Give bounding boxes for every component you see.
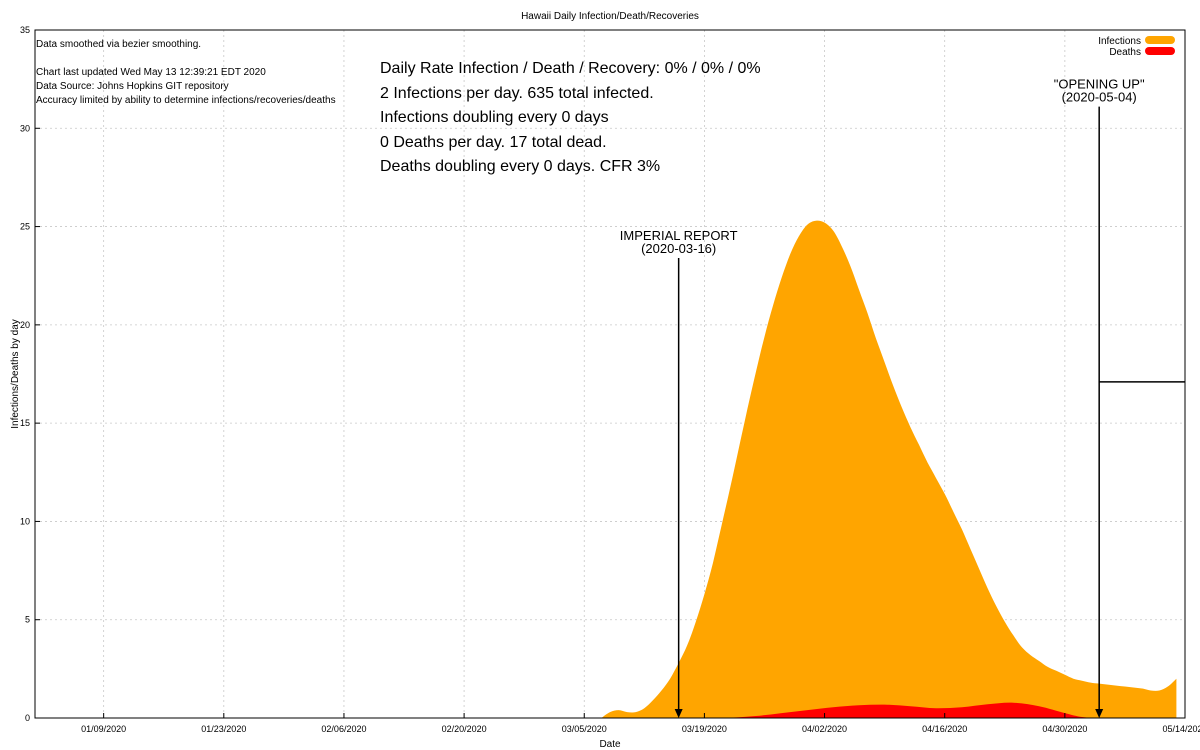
x-tick-label: 04/02/2020 bbox=[802, 724, 847, 734]
annotations: IMPERIAL REPORT(2020-03-16)"OPENING UP"(… bbox=[620, 77, 1185, 718]
annotation-arrow-head bbox=[674, 709, 683, 718]
info-infections-per-day: 2 Infections per day. 635 total infected… bbox=[380, 85, 654, 102]
note-source: Data Source: Johns Hopkins GIT repositor… bbox=[36, 81, 229, 92]
x-tick-label: 04/16/2020 bbox=[922, 724, 967, 734]
x-tick-label: 04/30/2020 bbox=[1042, 724, 1087, 734]
y-tick-label: 20 bbox=[20, 320, 30, 330]
y-tick-label: 35 bbox=[20, 25, 30, 35]
y-tick-label: 0 bbox=[25, 713, 30, 723]
y-tick-label: 15 bbox=[20, 418, 30, 428]
x-tick-label: 05/14/2020 bbox=[1162, 724, 1200, 734]
note-updated: Chart last updated Wed May 13 12:39:21 E… bbox=[36, 67, 266, 78]
area-deaths bbox=[704, 702, 1100, 718]
y-axis-label: Infections/Deaths by day bbox=[10, 319, 21, 429]
notes: Data smoothed via bezier smoothing. Char… bbox=[36, 39, 336, 106]
info-infections-doubling: Infections doubling every 0 days bbox=[380, 109, 609, 126]
x-tick-label: 03/19/2020 bbox=[682, 724, 727, 734]
info-daily-rate: Daily Rate Infection / Death / Recovery:… bbox=[380, 60, 761, 77]
x-axis-label: Date bbox=[599, 739, 621, 750]
x-tick-label: 01/09/2020 bbox=[81, 724, 126, 734]
annotation-label: IMPERIAL REPORT bbox=[620, 228, 738, 243]
legend: Infections Deaths bbox=[1098, 36, 1175, 58]
annotation-label: "OPENING UP" bbox=[1054, 77, 1145, 92]
note-smoothing: Data smoothed via bezier smoothing. bbox=[36, 39, 201, 50]
chart-title: Hawaii Daily Infection/Death/Recoveries bbox=[521, 11, 699, 22]
info-deaths-doubling: Deaths doubling every 0 days. CFR 3% bbox=[380, 158, 660, 175]
y-tick-label: 30 bbox=[20, 123, 30, 133]
plot-areas bbox=[601, 220, 1177, 719]
info-block: Daily Rate Infection / Death / Recovery:… bbox=[380, 60, 761, 175]
annotation-2: "OPENING UP"(2020-05-04) bbox=[1054, 77, 1185, 718]
x-tick-label: 01/23/2020 bbox=[201, 724, 246, 734]
plot-frame bbox=[34, 29, 1186, 719]
legend-label-infections: Infections bbox=[1098, 36, 1141, 47]
x-tick-label: 03/05/2020 bbox=[562, 724, 607, 734]
info-deaths-per-day: 0 Deaths per day. 17 total dead. bbox=[380, 134, 607, 151]
legend-label-deaths: Deaths bbox=[1109, 47, 1141, 58]
y-tick-label: 10 bbox=[20, 516, 30, 526]
axis-ticks: 0 5 10 15 20 25 30 35 01/09/2020 01/23/2020 02/06/… bbox=[20, 25, 1200, 734]
x-tick-label: 02/06/2020 bbox=[321, 724, 366, 734]
y-tick-label: 5 bbox=[25, 615, 30, 625]
y-tick-label: 25 bbox=[20, 222, 30, 232]
annotation-date: (2020-05-04) bbox=[1062, 90, 1137, 105]
annotation-date: (2020-03-16) bbox=[641, 241, 716, 256]
annotation-arrow-head bbox=[1095, 709, 1104, 718]
annotation-1: IMPERIAL REPORT(2020-03-16) bbox=[620, 228, 738, 718]
x-tick-label: 02/20/2020 bbox=[442, 724, 487, 734]
area-infections bbox=[601, 220, 1177, 719]
grid bbox=[35, 30, 1186, 718]
legend-swatch-deaths bbox=[1145, 47, 1175, 55]
legend-swatch-infections bbox=[1145, 36, 1175, 44]
note-accuracy: Accuracy limited by ability to determine… bbox=[36, 95, 336, 106]
